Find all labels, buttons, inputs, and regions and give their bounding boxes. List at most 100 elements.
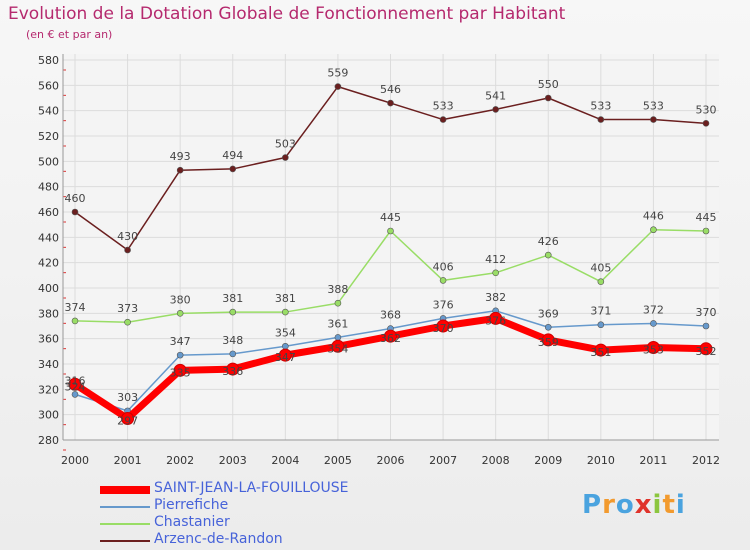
y-tick-label: 500 [38, 155, 59, 168]
legend-swatch [100, 523, 150, 525]
data-point [541, 333, 555, 347]
data-point [176, 351, 184, 359]
data-label: 380 [170, 293, 191, 306]
data-label: 371 [590, 305, 611, 318]
data-label: 354 [275, 326, 296, 339]
data-point [650, 116, 657, 123]
data-point [334, 83, 342, 90]
x-tick-label: 2005 [324, 454, 352, 467]
data-point [334, 299, 342, 307]
data-point [176, 166, 184, 174]
data-point [646, 341, 660, 355]
data-label: 494 [222, 149, 243, 162]
data-label: 353 [643, 344, 664, 357]
legend-swatch [100, 506, 150, 508]
data-label: 373 [117, 302, 138, 315]
x-tick-label: 2012 [692, 454, 720, 467]
data-point [384, 329, 397, 343]
data-point [699, 342, 713, 356]
data-point [282, 154, 289, 161]
legend-swatch [100, 486, 150, 494]
data-point [71, 208, 79, 216]
y-tick-label: 380 [38, 307, 59, 320]
y-tick-label: 400 [38, 282, 59, 295]
x-tick-label: 2007 [429, 454, 457, 467]
x-tick-label: 2000 [61, 454, 89, 467]
data-point [334, 334, 342, 341]
data-point [597, 321, 605, 329]
data-point [387, 227, 394, 235]
data-label: 445 [696, 211, 717, 224]
data-point [439, 116, 447, 123]
x-tick-label: 2004 [271, 454, 299, 467]
data-point [544, 323, 552, 331]
data-label: 381 [275, 292, 296, 305]
data-point [439, 277, 447, 284]
data-point [594, 343, 608, 357]
data-label: 546 [380, 83, 401, 96]
data-point [121, 411, 135, 425]
x-tick-label: 2008 [482, 454, 510, 467]
data-point [650, 226, 657, 234]
x-tick-label: 2010 [587, 454, 615, 467]
data-label: 493 [170, 150, 191, 163]
y-tick-label: 460 [38, 206, 59, 219]
data-label: 361 [327, 317, 348, 330]
legend-label: Chastanier [154, 514, 230, 530]
data-label: 354 [327, 342, 348, 355]
data-point [278, 348, 292, 362]
x-tick-label: 2003 [219, 454, 247, 467]
data-label: 347 [275, 351, 296, 364]
y-tick-label: 320 [38, 383, 59, 396]
data-label: 530 [696, 103, 717, 116]
data-label: 405 [590, 262, 611, 275]
data-point [282, 342, 289, 350]
data-point [71, 391, 79, 398]
data-label: 533 [643, 100, 664, 113]
data-point [124, 318, 131, 326]
y-tick-label: 300 [38, 409, 59, 422]
data-point [173, 363, 187, 377]
legend-swatch [100, 540, 150, 542]
data-point [68, 377, 82, 391]
data-label: 376 [485, 314, 506, 327]
data-point [492, 106, 499, 113]
x-tick-label: 2011 [639, 454, 667, 467]
proxiti-logo: Proxiti [582, 490, 686, 520]
data-point [597, 116, 605, 123]
data-point [702, 322, 710, 330]
y-tick-label: 580 [38, 54, 59, 67]
data-point [702, 227, 710, 235]
y-tick-label: 480 [38, 181, 59, 194]
chart-subtitle: (en € et par an) [26, 28, 113, 41]
data-label: 335 [170, 366, 191, 379]
y-tick-label: 560 [38, 79, 59, 92]
data-label: 297 [117, 414, 138, 427]
y-tick-label: 420 [38, 257, 59, 270]
y-tick-label: 340 [38, 358, 59, 371]
data-label: 426 [538, 235, 559, 248]
data-point [544, 94, 552, 102]
data-point [124, 246, 131, 254]
data-point [702, 120, 710, 127]
y-tick-label: 280 [38, 434, 59, 447]
y-tick-label: 520 [38, 130, 59, 143]
data-point [387, 99, 394, 107]
data-label: 430 [117, 230, 138, 243]
data-label: 559 [327, 67, 348, 80]
data-label: 382 [485, 291, 506, 304]
data-label: 376 [433, 298, 454, 311]
data-point [229, 350, 237, 358]
data-point [229, 165, 237, 173]
data-labels: 460 430 493 494 503 559 546 533 541 550 533 533 530 3… [65, 67, 717, 428]
data-label: 445 [380, 211, 401, 224]
data-label: 533 [590, 100, 611, 113]
legend-label: Pierrefiche [154, 497, 229, 513]
data-point [226, 362, 240, 376]
data-label: 368 [380, 309, 401, 322]
series-lines [68, 83, 713, 425]
data-point [492, 269, 499, 277]
data-label: 406 [433, 260, 454, 273]
x-tick-label: 2006 [377, 454, 405, 467]
data-point [331, 339, 345, 353]
